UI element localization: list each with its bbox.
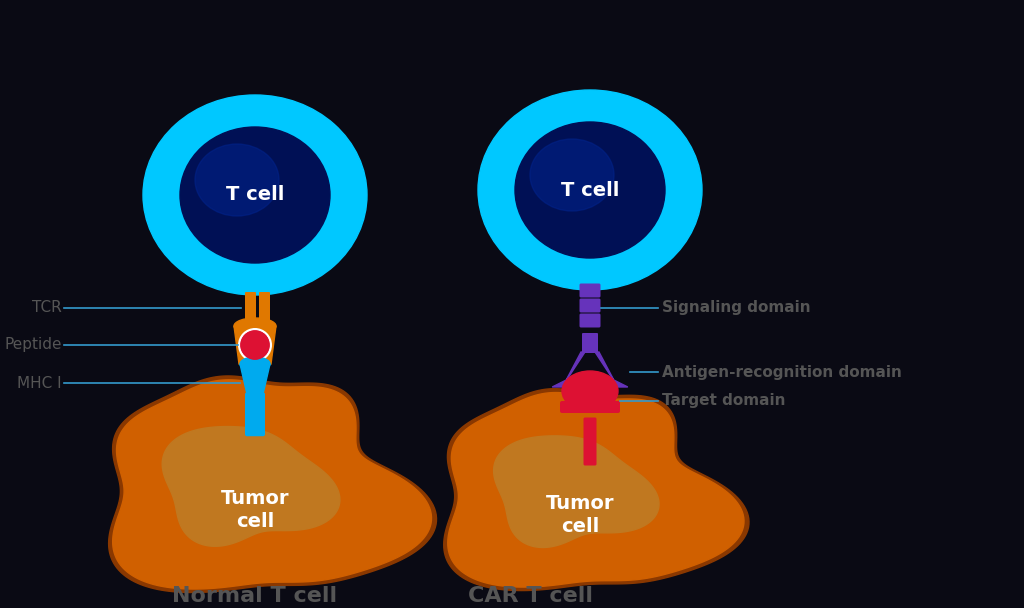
Polygon shape bbox=[494, 436, 659, 547]
Ellipse shape bbox=[241, 331, 269, 359]
Polygon shape bbox=[234, 326, 276, 364]
Text: Signaling domain: Signaling domain bbox=[662, 300, 811, 315]
Text: TCR: TCR bbox=[32, 300, 62, 316]
Text: CAR T cell: CAR T cell bbox=[468, 586, 593, 606]
Ellipse shape bbox=[238, 328, 272, 362]
Text: MHC I: MHC I bbox=[17, 376, 62, 391]
Ellipse shape bbox=[234, 318, 276, 334]
Ellipse shape bbox=[180, 127, 330, 263]
Ellipse shape bbox=[195, 144, 279, 216]
FancyBboxPatch shape bbox=[580, 314, 600, 328]
Polygon shape bbox=[447, 393, 744, 587]
Text: Tumor
cell: Tumor cell bbox=[546, 494, 614, 536]
FancyBboxPatch shape bbox=[245, 292, 256, 324]
Text: Target domain: Target domain bbox=[662, 393, 785, 409]
Polygon shape bbox=[595, 352, 628, 387]
Ellipse shape bbox=[515, 122, 665, 258]
Ellipse shape bbox=[143, 95, 367, 295]
FancyBboxPatch shape bbox=[259, 292, 270, 324]
FancyBboxPatch shape bbox=[580, 283, 600, 297]
Text: Tumor
cell: Tumor cell bbox=[221, 489, 289, 531]
Polygon shape bbox=[113, 380, 431, 589]
FancyBboxPatch shape bbox=[584, 418, 597, 466]
Text: Peptide: Peptide bbox=[4, 337, 62, 353]
Polygon shape bbox=[240, 364, 270, 394]
FancyBboxPatch shape bbox=[580, 299, 600, 313]
Text: Antigen-recognition domain: Antigen-recognition domain bbox=[662, 365, 902, 379]
Polygon shape bbox=[552, 352, 585, 387]
Ellipse shape bbox=[241, 331, 269, 359]
Ellipse shape bbox=[562, 371, 618, 411]
Text: T cell: T cell bbox=[226, 185, 285, 204]
Polygon shape bbox=[109, 376, 436, 593]
Text: T cell: T cell bbox=[561, 181, 620, 199]
Polygon shape bbox=[443, 389, 749, 590]
Polygon shape bbox=[162, 427, 340, 547]
FancyBboxPatch shape bbox=[245, 392, 265, 437]
FancyBboxPatch shape bbox=[560, 401, 620, 413]
Text: Normal T cell: Normal T cell bbox=[172, 586, 338, 606]
Ellipse shape bbox=[240, 357, 270, 371]
FancyBboxPatch shape bbox=[582, 333, 598, 353]
Ellipse shape bbox=[530, 139, 614, 211]
Ellipse shape bbox=[478, 90, 702, 290]
